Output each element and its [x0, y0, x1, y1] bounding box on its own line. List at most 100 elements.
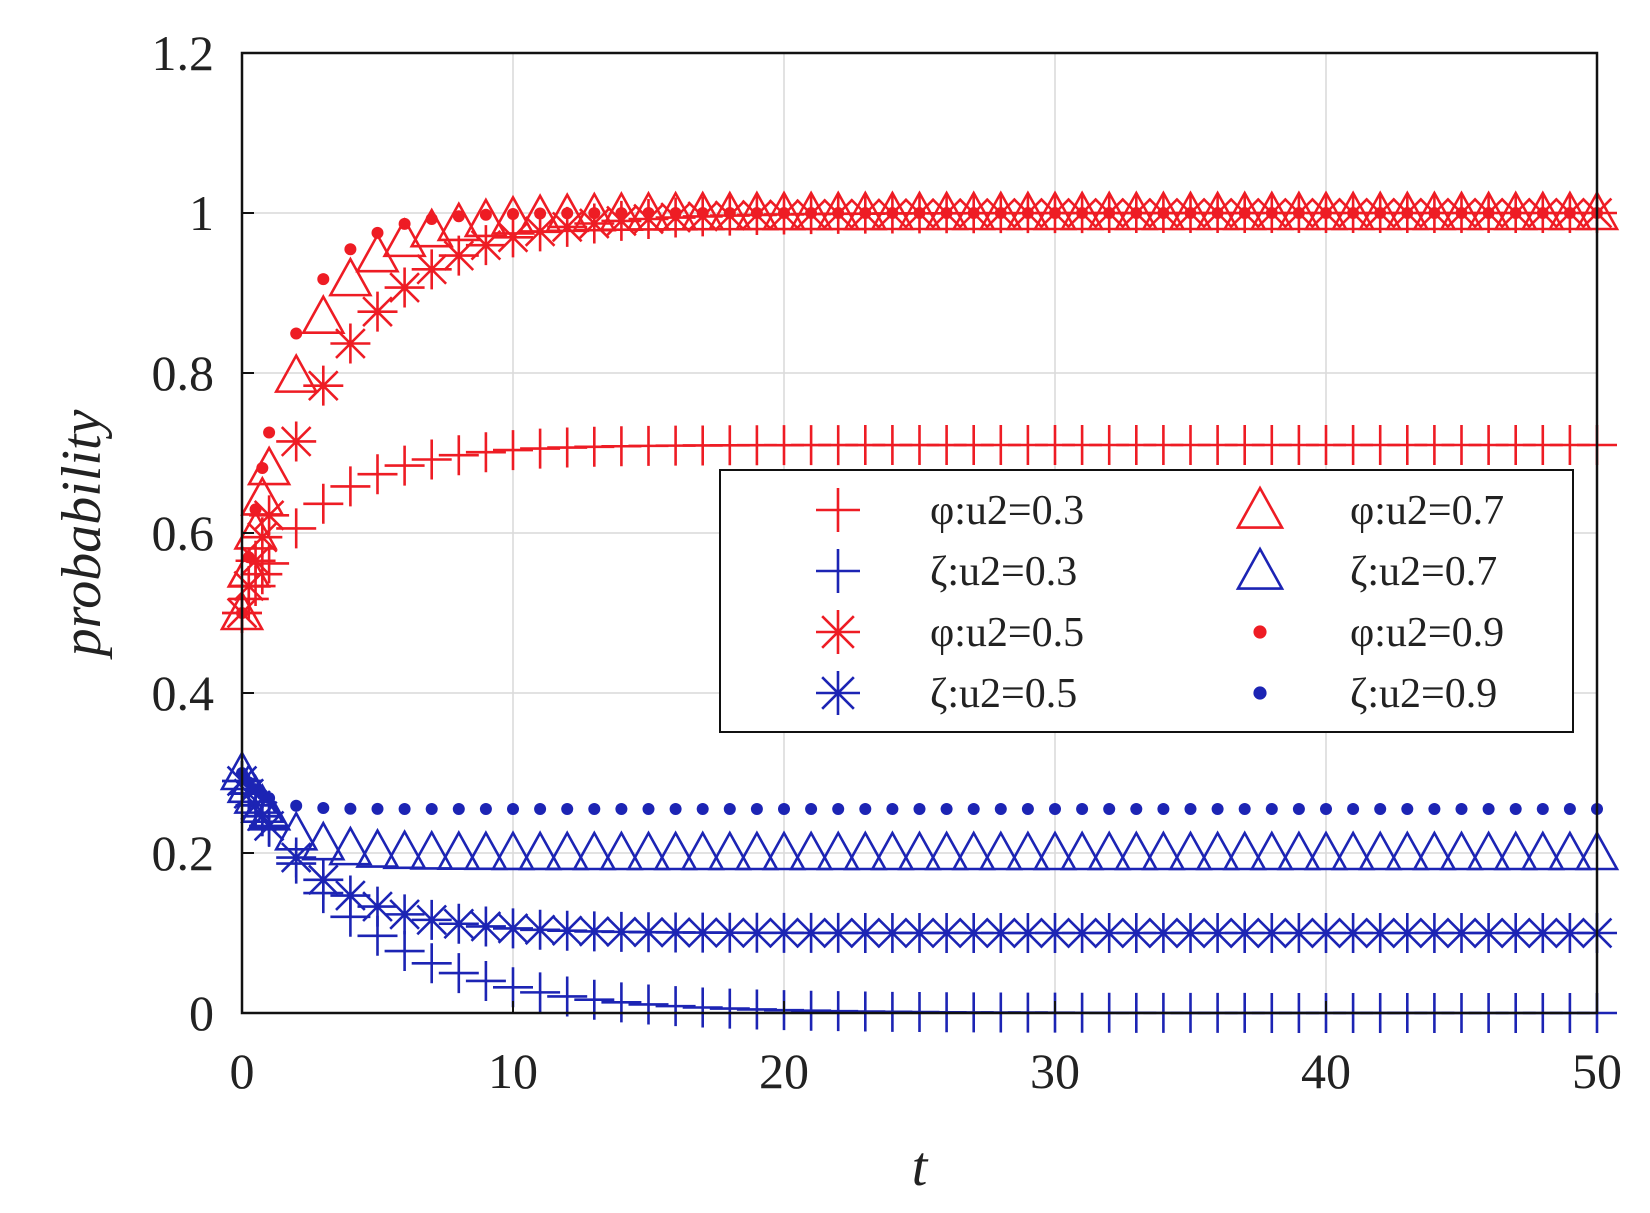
legend-label: ζ:u2=0.7 — [1350, 549, 1497, 595]
y-tick-label: 0 — [189, 985, 214, 1041]
data-point — [1520, 190, 1566, 231]
data-point — [734, 190, 780, 231]
data-point — [1143, 912, 1184, 953]
data-point — [1086, 830, 1132, 871]
data-point — [588, 207, 601, 220]
data-point — [642, 207, 655, 220]
data-point — [778, 207, 790, 220]
data-point — [815, 830, 861, 871]
data-point — [1170, 912, 1211, 953]
data-point — [465, 960, 506, 1001]
data-point — [303, 859, 344, 900]
data-point — [913, 803, 926, 815]
data-point — [357, 454, 398, 495]
data-point — [290, 799, 303, 812]
data-point — [561, 803, 574, 815]
plot-marks — [219, 190, 1620, 1033]
data-point — [859, 207, 872, 220]
data-point — [436, 201, 482, 242]
data-point — [601, 911, 642, 952]
data-point — [1482, 803, 1495, 815]
data-point — [490, 194, 536, 235]
data-point — [707, 830, 753, 871]
data-point — [438, 953, 479, 994]
y-tick-label: 1.2 — [152, 25, 215, 81]
data-point — [228, 773, 269, 814]
data-point — [534, 802, 547, 815]
data-point — [788, 190, 834, 231]
x-axis-label: t — [912, 1136, 929, 1198]
data-point — [832, 803, 845, 815]
data-point — [357, 291, 398, 332]
data-point — [1197, 913, 1238, 953]
data-point — [1184, 803, 1197, 815]
data-point — [479, 802, 492, 815]
data-point — [1493, 190, 1538, 231]
data-point — [507, 802, 519, 815]
data-point — [301, 820, 346, 861]
data-point — [953, 912, 994, 953]
data-point — [642, 803, 655, 815]
x-tick-label: 40 — [1301, 1043, 1351, 1099]
data-point — [355, 827, 400, 868]
data-point — [886, 207, 899, 220]
data-point — [1249, 830, 1295, 871]
data-point — [1032, 830, 1078, 871]
data-point — [1195, 190, 1240, 231]
data-point — [696, 803, 709, 815]
data-point — [233, 509, 278, 550]
data-point — [615, 803, 628, 815]
data-point — [845, 912, 886, 953]
data-point — [655, 912, 696, 953]
data-point — [382, 829, 427, 870]
data-point — [411, 943, 452, 984]
data-point — [599, 191, 644, 232]
data-point — [438, 235, 479, 276]
data-point — [843, 830, 888, 871]
data-point — [436, 830, 482, 871]
data-point — [330, 323, 371, 364]
data-point — [1089, 912, 1130, 953]
data-point — [1049, 207, 1061, 219]
data-point — [1141, 830, 1186, 871]
data-point — [1401, 803, 1414, 815]
data-point — [1428, 803, 1441, 815]
data-point — [344, 802, 357, 815]
data-point — [899, 912, 940, 953]
data-point — [398, 802, 411, 815]
data-point — [951, 830, 996, 871]
data-point — [1021, 207, 1034, 220]
data-point — [1374, 207, 1387, 219]
data-point — [1330, 830, 1376, 871]
data-point — [517, 193, 563, 234]
data-point — [924, 190, 969, 231]
data-point — [1520, 830, 1566, 871]
data-point — [256, 462, 269, 475]
data-point — [1439, 830, 1484, 871]
data-point — [1049, 803, 1061, 815]
y-tick-label: 1 — [189, 185, 214, 241]
data-point — [1495, 913, 1536, 953]
data-point — [1385, 830, 1430, 871]
legend-box — [719, 469, 1574, 733]
data-point — [1035, 912, 1075, 953]
data-point — [1412, 830, 1457, 871]
x-tick-label: 30 — [1030, 1043, 1080, 1099]
data-point — [328, 825, 373, 866]
data-point — [682, 912, 723, 953]
data-point — [411, 899, 452, 940]
data-point — [517, 830, 563, 871]
data-point — [409, 207, 454, 248]
data-point — [628, 984, 669, 1025]
data-point — [1265, 207, 1278, 219]
data-point — [574, 911, 615, 952]
legend-label: ζ:u2=0.3 — [930, 549, 1077, 595]
data-point — [709, 912, 750, 953]
y-axis-label: probability — [51, 409, 113, 660]
data-point — [303, 365, 344, 406]
data-point — [1249, 190, 1295, 231]
data-point — [1032, 190, 1078, 231]
data-point — [463, 830, 509, 871]
data-point — [1357, 830, 1403, 871]
